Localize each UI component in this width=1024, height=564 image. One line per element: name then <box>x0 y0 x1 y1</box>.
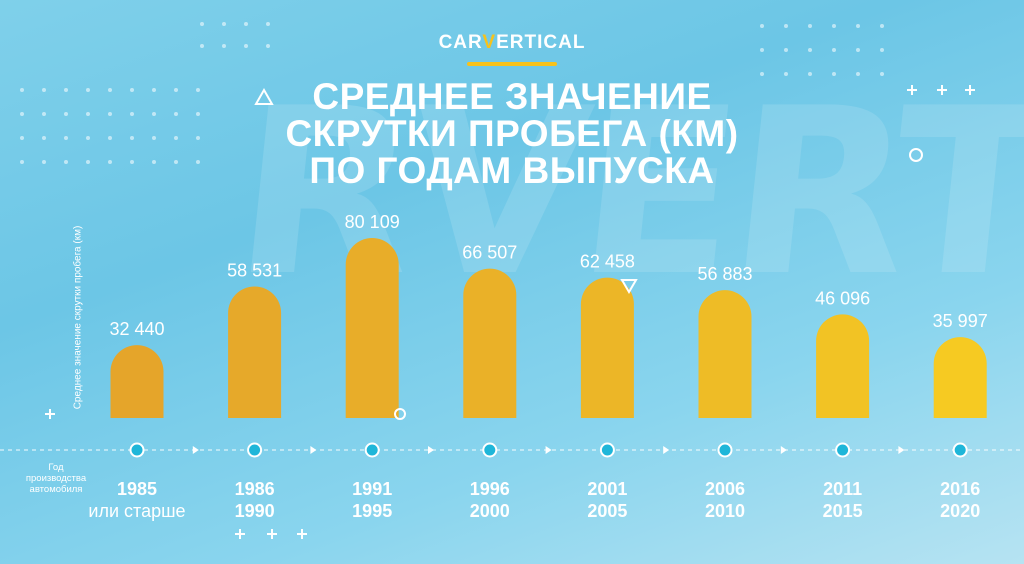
plus-icon <box>965 85 975 95</box>
timeline-arrow <box>428 446 434 454</box>
timeline-node <box>717 442 733 458</box>
timeline-arrow <box>545 446 552 454</box>
logo-accent: V <box>482 32 497 53</box>
value-label: 80 109 <box>345 212 400 232</box>
logo-prefix: CAR <box>438 32 483 53</box>
bar <box>345 238 399 418</box>
value-label: 58 531 <box>227 260 282 280</box>
page-title: СРЕДНЕЕ ЗНАЧЕНИЕ СКРУТКИ ПРОБЕГА (КМ) ПО… <box>0 78 1024 189</box>
ring-icon <box>394 408 406 420</box>
timeline-node <box>835 442 851 458</box>
bar <box>816 314 870 418</box>
timeline-arrow <box>192 446 199 454</box>
tick-label-end: или старше <box>88 501 185 521</box>
tick-label-start: 2006 <box>705 479 745 499</box>
tick-label-end: 1995 <box>352 501 392 521</box>
tick-label-end: 2015 <box>823 501 863 521</box>
tick-label-end: 2005 <box>587 501 627 521</box>
bar <box>933 337 987 418</box>
tick-label-start: 2016 <box>940 479 980 499</box>
title-line-2: СКРУТКИ ПРОБЕГА (КМ) <box>285 113 739 154</box>
timeline-node <box>247 442 263 458</box>
timeline-node <box>482 442 498 458</box>
title-line-1: СРЕДНЕЕ ЗНАЧЕНИЕ <box>312 76 712 117</box>
value-label: 62 458 <box>580 252 635 272</box>
plus-icon <box>45 409 55 419</box>
logo-suffix: ERTICAL <box>496 32 586 53</box>
bar <box>228 286 282 418</box>
title-line-3: ПО ГОДАМ ВЫПУСКА <box>309 150 715 191</box>
timeline-arrow <box>310 446 317 454</box>
timeline-node <box>364 442 380 458</box>
tick-label-start: 1986 <box>235 479 275 499</box>
timeline-arrow <box>663 446 670 454</box>
plus-icon <box>297 529 307 539</box>
value-label: 56 883 <box>697 264 752 284</box>
tick-label-end: 2010 <box>705 501 745 521</box>
timeline-node <box>129 442 145 458</box>
value-label: 35 997 <box>933 311 988 331</box>
x-axis-label: Год производства автомобиля <box>25 462 87 495</box>
triangle-icon <box>620 279 638 294</box>
bar <box>463 268 517 418</box>
tick-label-start: 2011 <box>823 479 862 499</box>
timeline-arrow <box>898 446 905 454</box>
timeline-node <box>599 442 615 458</box>
value-label: 66 507 <box>462 243 517 263</box>
tick-label-end: 2000 <box>470 501 510 521</box>
value-label: 32 440 <box>109 319 164 339</box>
tick-label-end: 1990 <box>235 501 275 521</box>
triangle-icon <box>254 87 274 105</box>
carvertical-logo: CARVERTICAL <box>0 32 1024 54</box>
ring-icon <box>909 148 923 162</box>
plus-icon <box>907 85 917 95</box>
bar <box>698 290 752 418</box>
timeline-node <box>952 442 968 458</box>
plus-icon <box>267 529 277 539</box>
timeline-arrow <box>780 446 787 454</box>
tick-label-start: 1991 <box>352 479 392 499</box>
bar <box>110 345 164 418</box>
value-label: 46 096 <box>815 288 870 308</box>
tick-label-end: 2020 <box>940 501 980 521</box>
bar <box>580 277 634 418</box>
logo-underline <box>467 62 557 66</box>
plus-icon <box>937 85 947 95</box>
plus-icon <box>235 529 245 539</box>
tick-label-start: 1996 <box>470 479 510 499</box>
tick-label-start: 2001 <box>587 479 627 499</box>
tick-label-start: 1985 <box>117 479 157 499</box>
